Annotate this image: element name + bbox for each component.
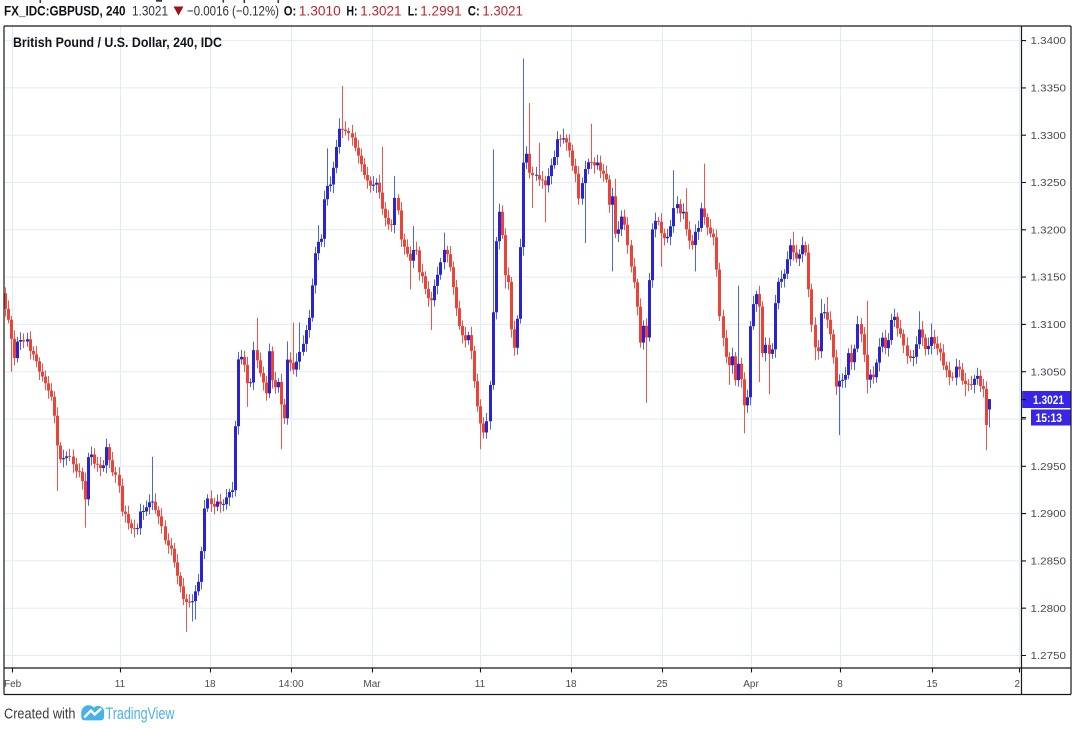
svg-text:FX_IDC:GBPUSD, 240: FX_IDC:GBPUSD, 240 xyxy=(4,3,126,19)
svg-text:1.2950: 1.2950 xyxy=(1031,462,1067,473)
svg-text:18: 18 xyxy=(204,679,216,690)
svg-text:O:: O: xyxy=(284,3,297,19)
svg-text:Feb: Feb xyxy=(4,679,22,690)
svg-text:Apr: Apr xyxy=(743,679,759,690)
svg-text:1.2750: 1.2750 xyxy=(1031,651,1067,662)
svg-text:11: 11 xyxy=(475,679,486,690)
svg-text:15:13: 15:13 xyxy=(1036,411,1063,425)
svg-text:1.3400: 1.3400 xyxy=(1031,36,1067,47)
svg-text:1.3010: 1.3010 xyxy=(299,3,341,19)
svg-text:C:: C: xyxy=(468,3,480,19)
svg-text:British Pound / U.S. Dollar, 2: British Pound / U.S. Dollar, 240, IDC xyxy=(13,35,222,50)
svg-text:15: 15 xyxy=(926,679,938,690)
svg-text:8: 8 xyxy=(837,679,843,690)
svg-text:2: 2 xyxy=(1014,679,1020,690)
svg-text:1.3250: 1.3250 xyxy=(1031,178,1067,189)
svg-text:1.3150: 1.3150 xyxy=(1031,273,1067,284)
svg-text:1.3100: 1.3100 xyxy=(1031,320,1067,331)
svg-text:1.2900: 1.2900 xyxy=(1031,509,1067,520)
svg-text:1.3200: 1.3200 xyxy=(1031,225,1067,236)
svg-text:1.3021: 1.3021 xyxy=(360,3,401,19)
svg-text:1.3021: 1.3021 xyxy=(1033,393,1064,407)
svg-text:Mar: Mar xyxy=(363,679,381,690)
svg-text:1.3350: 1.3350 xyxy=(1031,84,1067,95)
svg-text:18: 18 xyxy=(565,679,577,690)
svg-text:25: 25 xyxy=(656,679,668,690)
svg-text:1.3300: 1.3300 xyxy=(1031,131,1067,142)
svg-text:H:: H: xyxy=(346,3,357,19)
svg-text:1.2800: 1.2800 xyxy=(1031,604,1067,615)
svg-text:1.2991: 1.2991 xyxy=(420,3,461,19)
svg-text:1.3050: 1.3050 xyxy=(1031,367,1067,378)
svg-text:1.2850: 1.2850 xyxy=(1031,557,1067,568)
svg-text:11: 11 xyxy=(115,679,126,690)
svg-text:TradingView: TradingView xyxy=(106,705,175,723)
svg-text:Created with: Created with xyxy=(4,706,76,723)
svg-text:L:: L: xyxy=(408,3,418,19)
svg-text:−0.0016 (−0.12%): −0.0016 (−0.12%) xyxy=(187,3,279,19)
svg-text:1.3021: 1.3021 xyxy=(132,3,168,19)
svg-text:1.3021: 1.3021 xyxy=(482,3,523,19)
svg-text:14:00: 14:00 xyxy=(278,679,303,690)
